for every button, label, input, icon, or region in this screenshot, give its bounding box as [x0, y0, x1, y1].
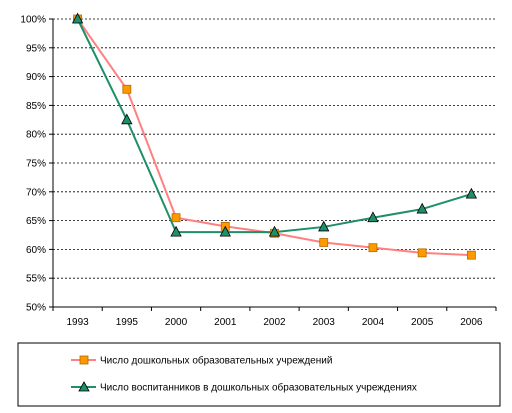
- data-point-pupils: [170, 225, 182, 237]
- data-point-institutions: [171, 213, 181, 223]
- data-point-institutions: [417, 248, 427, 258]
- y-tick-label: 95%: [26, 43, 46, 54]
- x-tick-label: 2000: [165, 317, 188, 328]
- data-point-pupils: [71, 12, 84, 24]
- y-tick-labels: 100% 95% 90% 85% 80% 75% 70% 65% 60% 55% 50%: [20, 15, 53, 314]
- series-line-2: [76, 18, 472, 234]
- y-tick-label: 100%: [20, 15, 46, 26]
- series-group: [71, 12, 478, 260]
- legend-label-institutions: Число дошкольных образовательных учрежде…: [100, 355, 332, 367]
- y-tick-label: 70%: [26, 187, 46, 198]
- y-tick-label: 50%: [26, 303, 46, 314]
- data-point-institutions: [368, 243, 378, 253]
- data-point-institutions: [122, 84, 132, 94]
- legend-box: [17, 342, 501, 407]
- y-tick-label: 60%: [26, 245, 46, 256]
- x-tick-label: 1995: [116, 317, 139, 328]
- legend: Число дошкольных образовательных учрежде…: [17, 342, 501, 407]
- x-tick-label: 2005: [411, 317, 434, 328]
- x-tick-label: 1993: [66, 317, 89, 328]
- data-point-pupils: [465, 187, 478, 199]
- y-tick-label: 55%: [26, 274, 46, 285]
- gridlines: [53, 18, 496, 279]
- data-point-institutions: [466, 250, 476, 260]
- data-point-pupils: [219, 225, 231, 237]
- x-tick-labels: 1993 1995 2000 2001 2002 2003 2004 2005 2006: [52, 307, 497, 328]
- data-point-pupils: [367, 211, 379, 223]
- x-tick-label: 2001: [214, 317, 237, 328]
- series-line-1: [76, 18, 472, 257]
- legend-label-pupils: Число воспитанников в дошкольных образов…: [100, 382, 417, 394]
- y-tick-label: 85%: [26, 101, 46, 112]
- data-point-pupils: [416, 202, 428, 214]
- x-tick-label: 2004: [362, 317, 385, 328]
- y-tick-label: 75%: [26, 159, 46, 170]
- x-tick-label: 2002: [263, 317, 286, 328]
- legend-marker-pupils: [78, 381, 90, 392]
- x-tick-label: 2003: [313, 317, 336, 328]
- x-tick-label: 2006: [460, 317, 483, 328]
- data-point-pupils: [121, 113, 133, 125]
- data-point-institutions: [319, 238, 329, 247]
- data-point-pupils: [268, 225, 281, 237]
- y-tick-label: 65%: [26, 216, 46, 227]
- y-tick-label: 80%: [26, 130, 46, 141]
- legend-marker-institutions: [79, 355, 89, 365]
- data-point-pupils: [318, 220, 330, 232]
- y-tick-label: 90%: [26, 72, 46, 83]
